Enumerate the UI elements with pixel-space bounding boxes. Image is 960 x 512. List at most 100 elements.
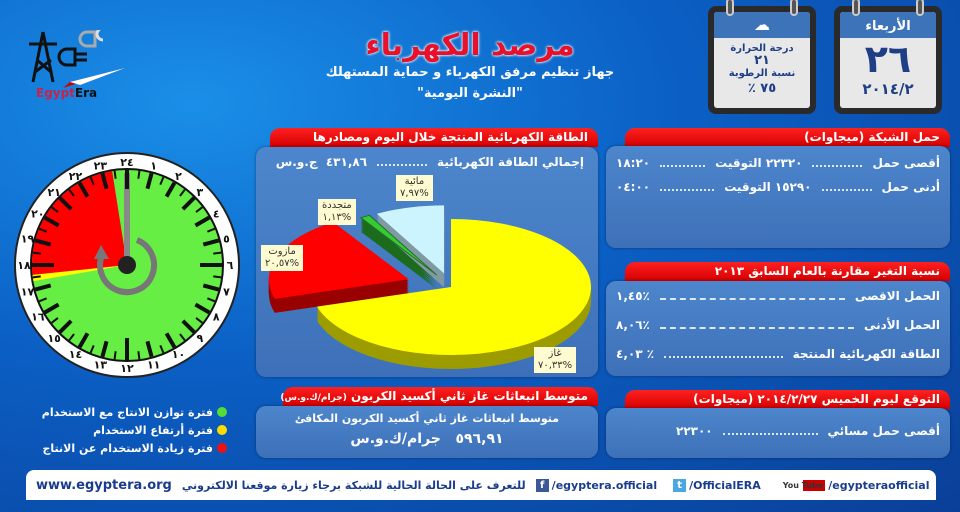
- clock-tick: [181, 319, 196, 334]
- label-renewable: متجددة %١,١٣: [318, 199, 356, 225]
- slice-name: مازوت: [268, 246, 296, 257]
- grid-load-header: حمل الشبكة (ميجاوات): [625, 128, 950, 147]
- time-label: التوقيت: [724, 180, 771, 194]
- clock-tick: [43, 215, 60, 228]
- clock-tick: [181, 196, 196, 211]
- clock-hand-tip: [125, 173, 129, 189]
- clock-number: ١٦: [31, 311, 45, 324]
- clock-tick: [159, 344, 165, 354]
- clock-number: ١: [150, 160, 157, 173]
- clock-center: [118, 256, 136, 274]
- day-name: الأربعاء: [840, 12, 936, 38]
- clock-number: ٢: [175, 170, 182, 183]
- clock-tick: [100, 340, 109, 358]
- date-calendar: الأربعاء ٢٦ ٢٠١٤/٢: [834, 0, 942, 114]
- clock-tick: [113, 351, 117, 360]
- total-value: ٤٣١,٨٦: [325, 155, 368, 169]
- grid-load-panel: أقصى حمل ٢٢٣٢٠ التوقيت ١٨:٢٠ أدنى حمل ١٥٢٩٠…: [606, 146, 950, 248]
- clock-number: ١٠: [172, 348, 185, 361]
- clock-hand: [124, 173, 130, 265]
- clock-tick: [195, 317, 203, 324]
- clock-number: ٢٢: [69, 170, 83, 183]
- footer: www.egyptera.org للتعرف على الحالة الحال…: [26, 470, 936, 500]
- clock-tick: [145, 340, 154, 358]
- clock-number: ١٩: [21, 232, 35, 245]
- pie-slice-3: [376, 205, 445, 274]
- clock-tick: [206, 297, 216, 303]
- clock-tick: [202, 238, 220, 247]
- clock-tick: [58, 319, 73, 334]
- page-title: مرصد الكهرباء: [365, 28, 575, 63]
- clock-number: ١٣: [94, 358, 108, 371]
- time-value: ٠٤:٠٠: [616, 180, 651, 194]
- clock-number: ١٤: [69, 348, 82, 361]
- footer-message: للتعرف على الحالة الحالية للشبكة برجاء ز…: [181, 478, 526, 492]
- month-year: ٢٠١٤/٢: [862, 80, 914, 98]
- humidity-label: نسبة الرطوبة: [728, 68, 796, 79]
- clock-tick: [100, 172, 109, 190]
- slice-name: متجددة: [322, 200, 352, 211]
- facebook-link[interactable]: f/egyptera.official: [535, 478, 658, 492]
- clock-tick: [145, 172, 154, 190]
- forecast-panel: أقصى حمل مسائي ٢٢٣٠٠: [606, 408, 950, 458]
- twitter-link[interactable]: t/OfficialERA: [673, 478, 761, 492]
- clock-tick: [194, 302, 211, 315]
- clock-tick: [206, 227, 216, 233]
- clock-tick: [51, 206, 59, 213]
- logo-era: Era: [74, 86, 98, 100]
- clock-tick: [68, 189, 75, 197]
- row-value: ١٥٢٩٠: [774, 180, 812, 194]
- pie-slice-side: [360, 225, 437, 285]
- pie-slice-side: [360, 223, 437, 283]
- humidity-value: ٪ ٧٥: [747, 81, 777, 96]
- facebook-handle: /egyptera.official: [551, 478, 658, 492]
- row-label: الطاقة الكهربائية المنتجة: [792, 347, 940, 361]
- change-header: نسبة التغير مقارنة بالعام السابق ٢٠١٣: [625, 262, 950, 281]
- youtube-link[interactable]: You Tube/egypteraofficial: [780, 478, 930, 492]
- clock-tick: [179, 333, 186, 341]
- clock-tick: [38, 227, 48, 233]
- weather-calendar: ☁ درجة الحرارة ٢١ نسبة الرطوبة ٪ ٧٥: [708, 0, 816, 114]
- label-gas: غاز %٧٠,٣٣: [534, 347, 577, 373]
- clock-tick: [77, 332, 90, 349]
- clock-tick: [34, 283, 52, 292]
- row-value: ٪١,٤٥: [616, 289, 650, 303]
- row-label: أدنى حمل: [881, 180, 941, 194]
- clock-tick: [68, 333, 75, 341]
- label-mazout: مازوت %٢٠,٥٧: [261, 245, 304, 271]
- youtube-icon: You Tube: [780, 479, 826, 491]
- clock-tick: [137, 170, 141, 179]
- clock-number: ٢١: [47, 186, 60, 199]
- slice-value: %٢٠,٥٧: [265, 258, 300, 269]
- slice-value: %١,١٣: [322, 212, 352, 223]
- energy-header: الطاقة الكهربائية المنتجة خلال اليوم ومص…: [270, 128, 598, 147]
- pie-slice-side: [360, 227, 437, 287]
- yellow-dot-icon: [217, 425, 227, 435]
- clock-yellow-period: [32, 265, 128, 282]
- clock-tick: [51, 317, 59, 324]
- clock-number: ٢٤: [120, 156, 133, 169]
- clock-tick: [195, 206, 203, 213]
- clock-number: ٥: [223, 232, 230, 245]
- clock-number: ١١: [147, 358, 160, 371]
- change-panel: الحمل الاقصى ٪١,٤٥ الحمل الأدنى ٪٨,٠٦ الطا…: [606, 281, 950, 376]
- co2-panel: متوسط انبعاثات غاز ثاني أكسيد الكربون ال…: [256, 406, 598, 458]
- clock-tick: [213, 251, 222, 255]
- logo-egypt: Egypt: [36, 86, 75, 100]
- youtube-handle: /egypteraofficial: [828, 478, 930, 492]
- arrow-head-icon: [94, 245, 109, 259]
- power-tower-icon: [29, 26, 125, 88]
- change-row: الطاقة الكهربائية المنتجة ٪ ٤,٠٣: [616, 347, 940, 361]
- red-dot-icon: [217, 443, 227, 453]
- clock-number: ١٢: [120, 362, 134, 375]
- pie-slice-2: [359, 214, 438, 276]
- legend-label: فترة أرتفاع الاستخدام: [93, 423, 213, 437]
- pie-slice-side: [360, 229, 437, 289]
- pie-slice-1: [268, 222, 409, 299]
- temperature-value: ٢١: [754, 53, 770, 68]
- time-label: التوقيت: [715, 156, 762, 170]
- subtitle: جهاز تنظيم مرفق الكهرباء و حماية المستهل…: [325, 65, 615, 80]
- clock-tick: [58, 196, 73, 211]
- website-link[interactable]: www.egyptera.org: [36, 477, 172, 493]
- slice-name: غاز: [548, 348, 562, 359]
